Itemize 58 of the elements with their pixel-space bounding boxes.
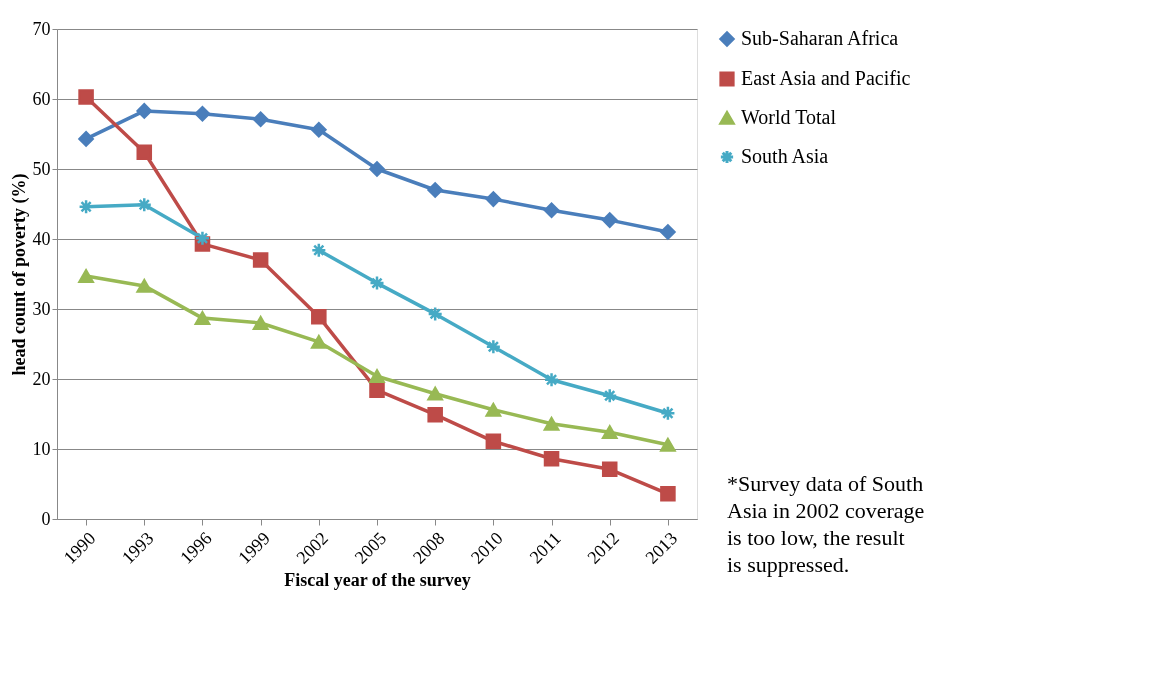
point <box>194 311 211 325</box>
point <box>601 461 618 478</box>
point <box>136 103 153 119</box>
legend-label: Sub-Saharan Africa <box>741 27 899 49</box>
point <box>311 242 327 258</box>
point <box>311 335 327 349</box>
point <box>485 191 502 207</box>
point <box>369 369 385 384</box>
point <box>136 279 153 293</box>
point <box>311 122 327 138</box>
y-tick-label: 0 <box>41 508 51 529</box>
y-tick-label: 20 <box>32 368 51 389</box>
y-axis-title: head count of poverty (%) <box>8 173 30 376</box>
point <box>660 437 676 452</box>
y-tick-label: 10 <box>32 438 51 459</box>
point <box>311 308 327 325</box>
x-axis-title: Fiscal year of the survey <box>284 569 471 590</box>
y-tick-label: 30 <box>32 298 51 319</box>
point <box>427 306 443 322</box>
point <box>660 224 676 240</box>
point <box>136 196 153 213</box>
point <box>369 382 385 398</box>
point <box>485 339 502 355</box>
y-tick-label: 50 <box>32 158 51 179</box>
point <box>194 230 211 247</box>
point <box>543 416 560 431</box>
point <box>427 182 443 198</box>
point <box>369 275 385 291</box>
point <box>660 405 676 422</box>
y-tick-label: 70 <box>32 18 51 39</box>
point <box>601 388 618 404</box>
y-tick-label: 40 <box>32 228 51 249</box>
point <box>601 425 618 440</box>
point <box>252 252 269 268</box>
point <box>78 131 94 147</box>
point <box>136 144 153 160</box>
y-tick-label: 60 <box>32 88 51 109</box>
point <box>427 386 443 401</box>
point <box>485 402 502 417</box>
point <box>485 433 502 450</box>
x-tick-label: 2011 <box>525 528 565 568</box>
point <box>78 269 94 283</box>
point <box>543 202 560 219</box>
legend-label: East Asia and Pacific <box>741 67 911 89</box>
point <box>78 89 94 105</box>
text: *Survey data of South Asia in 2002 coverage is too low, the result is suppressed. <box>727 471 925 577</box>
point <box>194 105 211 122</box>
point <box>601 212 618 228</box>
point <box>543 371 560 388</box>
point <box>369 161 385 177</box>
point <box>427 406 443 423</box>
point <box>660 486 676 502</box>
legend-label: South Asia <box>741 145 829 167</box>
point <box>78 199 94 215</box>
point <box>252 111 269 128</box>
point <box>252 316 269 330</box>
legend-label: World Total <box>741 106 837 128</box>
point <box>543 451 560 467</box>
